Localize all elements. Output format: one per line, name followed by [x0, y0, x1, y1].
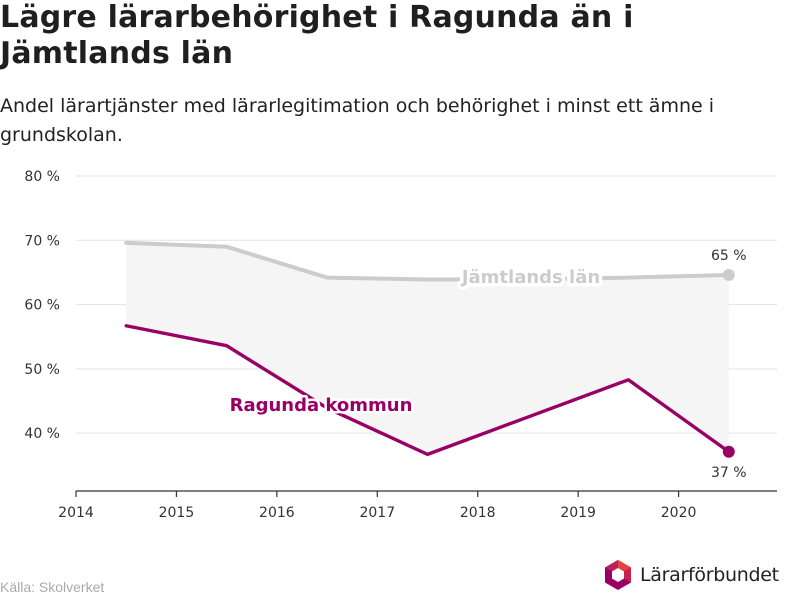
brand-logo: Lärarförbundet — [602, 558, 800, 592]
source-note: Källa: Skolverket — [0, 579, 105, 595]
y-tick-label: 80 % — [24, 169, 60, 185]
series-lines — [124, 240, 735, 458]
x-tick-label: 2014 — [58, 505, 94, 521]
end-marker-jamtland — [722, 269, 735, 281]
data-point-jamtland — [325, 276, 329, 280]
data-point-ragunda — [124, 324, 128, 328]
series-gap-area — [126, 242, 729, 455]
data-point-jamtland — [426, 278, 430, 282]
data-point-jamtland — [124, 241, 128, 245]
chart-subtitle: Andel lärartjänster med lärarlegitimatio… — [0, 95, 715, 146]
end-marker-ragunda — [722, 445, 735, 458]
x-tick-label: 2017 — [359, 505, 395, 521]
data-point-jamtland — [626, 276, 630, 280]
x-tick-label: 2018 — [460, 505, 496, 521]
y-tick-label: 50 % — [24, 362, 60, 378]
end-value-label-jamtland: 65 % — [711, 248, 747, 264]
data-point-jamtland — [225, 245, 229, 249]
y-tick-label: 40 % — [24, 426, 60, 442]
series-label-ragunda: Ragunda kommun — [230, 395, 413, 416]
chart-title: Lägre lärarbehörighet i Ragunda än i Jäm… — [0, 0, 634, 71]
brand-name: Lärarförbundet — [640, 564, 779, 586]
x-tick-label: 2016 — [259, 505, 295, 521]
end-value-label-ragunda: 37 % — [711, 465, 747, 481]
x-tick-label: 2019 — [560, 505, 596, 521]
gap-band — [126, 242, 729, 455]
chart-labels: 40 % 50 % 60 % 70 % 80 % 2014 2015 2016 2017 2018… — [24, 169, 746, 521]
y-tick-label: 70 % — [24, 233, 60, 249]
data-point-ragunda — [225, 344, 229, 348]
data-point-ragunda — [426, 452, 430, 456]
y-tick-label: 60 % — [24, 298, 60, 314]
x-tick-label: 2015 — [159, 505, 195, 521]
data-point-ragunda — [526, 415, 530, 419]
brand-hexagon-icon — [605, 560, 631, 590]
data-point-ragunda — [626, 378, 630, 382]
x-axis — [75, 490, 777, 497]
series-label-jamtland: Jämtlands län — [460, 267, 600, 288]
series-line-ragunda — [124, 324, 731, 457]
series-line-jamtland — [124, 240, 731, 282]
x-tick-label: 2020 — [661, 505, 697, 521]
